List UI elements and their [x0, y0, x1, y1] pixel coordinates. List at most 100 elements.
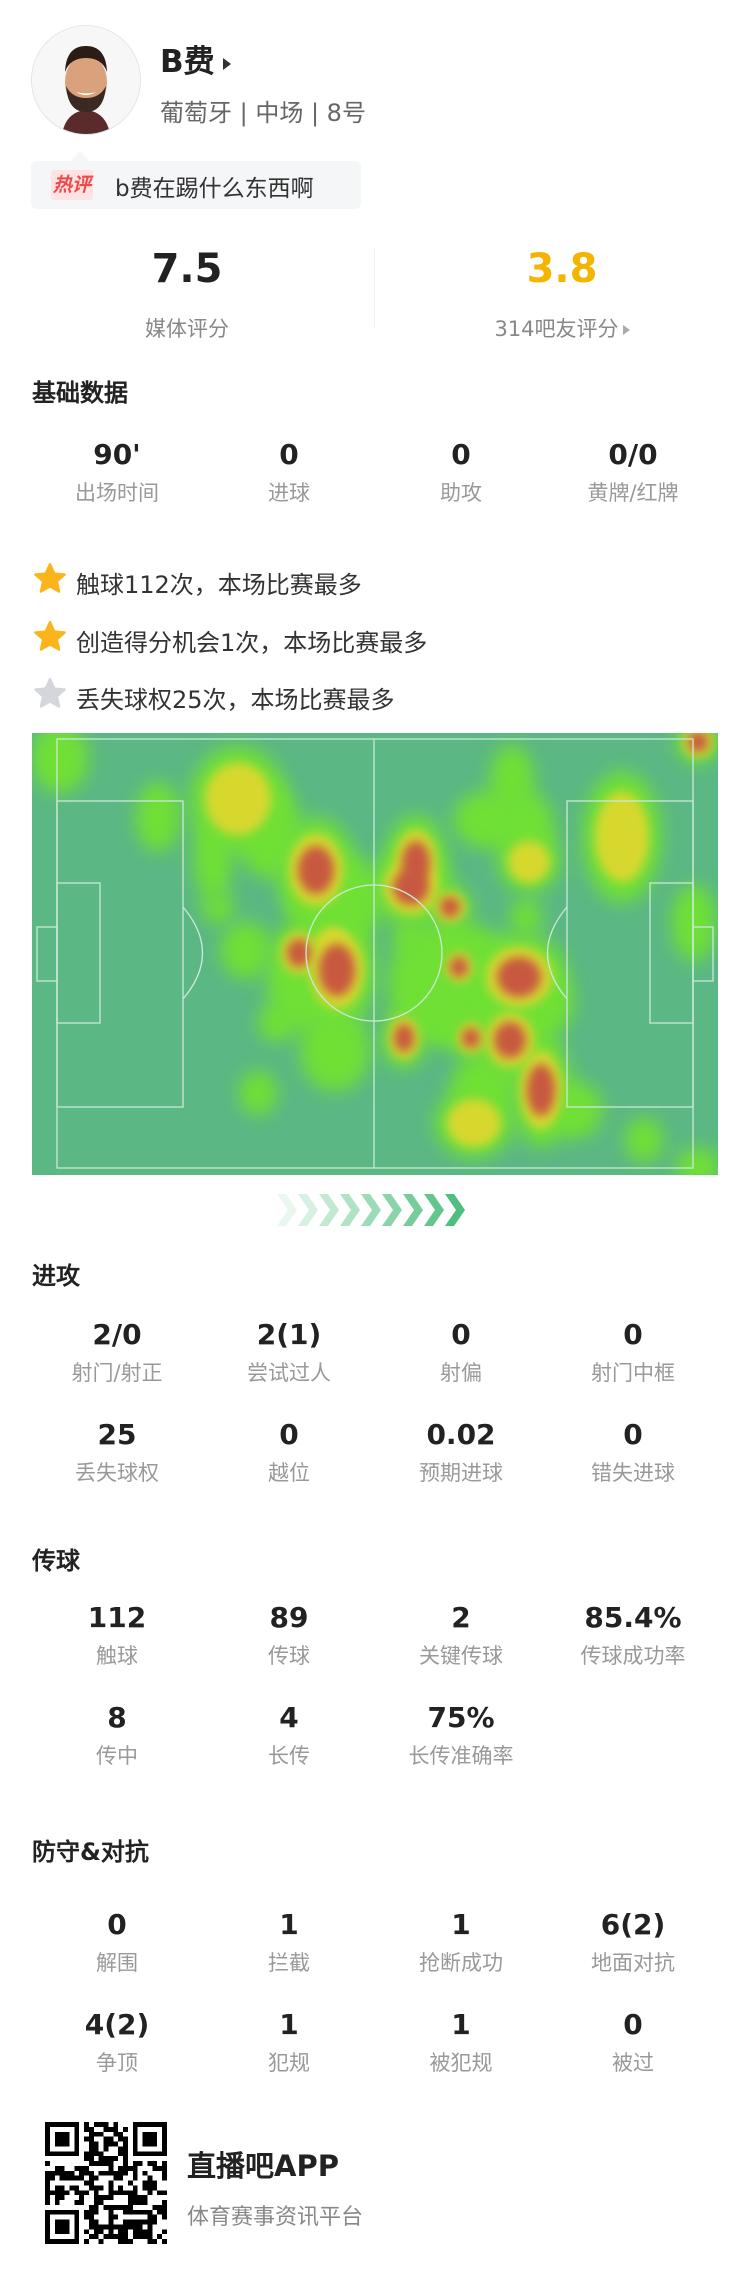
fan-rating-link[interactable]: 314吧友评分	[412, 313, 712, 343]
stat-defense: 1 被犯规	[375, 2008, 547, 2077]
section-title-passing: 传球	[32, 1547, 80, 1575]
hot-comment[interactable]: 热评 b费在踢什么东西啊	[31, 151, 361, 209]
chevron-right-icon	[424, 1194, 444, 1226]
stat-label: 拦截	[268, 1951, 310, 1975]
stat-label: 被犯规	[429, 2051, 493, 2075]
media-rating-label: 媒体评分	[145, 317, 229, 341]
heat-blob	[393, 869, 429, 905]
stat-value: 0	[623, 1418, 643, 1451]
player-avatar[interactable]	[31, 25, 141, 135]
stat-attack: 0 错失进球	[547, 1418, 719, 1487]
stat-value: 8	[107, 1701, 127, 1734]
stat-label: 射门中框	[591, 1361, 675, 1385]
stat-value: 90'	[93, 438, 141, 471]
stat-label: 尝试过人	[247, 1361, 331, 1385]
stat-value: 2	[451, 1601, 471, 1634]
stat-defense: 1 抢断成功	[375, 1908, 547, 1977]
fan-rating-label: 314吧友评分	[494, 317, 619, 341]
heat-blob	[450, 957, 468, 977]
stat-attack: 2(1) 尝试过人	[203, 1318, 375, 1387]
heat-blob	[595, 792, 649, 882]
heat-blob	[135, 781, 181, 853]
stat-passing: 4 长传	[203, 1701, 375, 1770]
stat-value: 6(2)	[600, 1908, 666, 1941]
hot-comment-text: b费在踢什么东西啊	[115, 176, 314, 202]
heat-blob	[298, 846, 334, 894]
stat-value: 0	[623, 1318, 643, 1351]
stat-defense: 0 解围	[31, 1908, 203, 1977]
highlight-text: 丢失球权25次，本场比赛最多	[76, 685, 395, 714]
stat-label: 射偏	[440, 1361, 482, 1385]
chevron-right-icon	[361, 1194, 381, 1226]
stat-value: 89	[269, 1601, 309, 1634]
player-name-link[interactable]: B费	[160, 36, 231, 81]
fan-rating-value: 3.8	[526, 246, 598, 292]
highlight-text: 创造得分机会1次，本场比赛最多	[76, 628, 428, 657]
heat-blob	[299, 1008, 371, 1092]
heat-blob	[202, 892, 234, 924]
heatmap-pitch	[31, 720, 721, 1187]
heat-blob	[238, 1070, 278, 1116]
heat-blob	[394, 1024, 414, 1052]
qr-code	[45, 2122, 167, 2244]
stat-value: 0	[279, 438, 299, 471]
stat-label: 被过	[612, 2051, 654, 2075]
heat-blob	[319, 944, 355, 996]
stat-label: 争顶	[96, 2051, 138, 2075]
player-name: B费	[160, 44, 215, 80]
highlight-item: 创造得分机会1次，本场比赛最多	[32, 619, 427, 661]
stat-value: 85.4%	[584, 1601, 682, 1634]
stat-label: 抢断成功	[419, 1951, 503, 1975]
stat-value: 1	[451, 1908, 471, 1941]
chevron-right-icon	[340, 1194, 360, 1226]
heat-blob	[624, 1117, 664, 1163]
highlight-item: 触球112次，本场比赛最多	[32, 561, 362, 603]
stat-label: 越位	[268, 1461, 310, 1485]
stat-basic: 90' 出场时间	[31, 438, 203, 507]
heat-blob	[287, 939, 311, 967]
stat-value: 0	[451, 1318, 471, 1351]
stat-defense: 4(2) 争顶	[31, 2008, 203, 2077]
stat-label: 传球	[268, 1644, 310, 1668]
star-icon	[32, 561, 76, 603]
stat-attack: 25 丢失球权	[31, 1418, 203, 1487]
stat-value: 1	[279, 1908, 299, 1941]
stat-label: 关键传球	[419, 1644, 503, 1668]
heat-blob	[31, 722, 89, 794]
stat-value: 0.02	[426, 1418, 496, 1451]
stat-value: 1	[451, 2008, 471, 2041]
attack-direction-arrows	[277, 1194, 477, 1226]
stat-basic: 0 助攻	[375, 438, 547, 507]
hot-comment-tag: 热评	[51, 170, 93, 200]
stat-label: 地面对抗	[591, 1951, 675, 1975]
stat-defense: 1 拦截	[203, 1908, 375, 1977]
stat-value: 4(2)	[84, 2008, 150, 2041]
chevron-right-icon	[298, 1194, 318, 1226]
stat-basic: 0 进球	[203, 438, 375, 507]
stat-label: 传球成功率	[580, 1644, 686, 1668]
stat-value: 0	[107, 1908, 127, 1941]
stat-label: 犯规	[268, 2051, 310, 2075]
stat-attack: 0 射偏	[375, 1318, 547, 1387]
stat-label: 射门/射正	[71, 1361, 163, 1385]
stat-attack: 0 越位	[203, 1418, 375, 1487]
rating-divider	[374, 248, 375, 328]
pitch-lines	[36, 738, 714, 1169]
stat-label: 预期进球	[419, 1461, 503, 1485]
heat-blob	[508, 841, 550, 883]
heat-blob	[510, 897, 542, 937]
player-info: 葡萄牙 | 中场 | 8号	[160, 99, 366, 127]
media-rating-value: 7.5	[151, 246, 223, 292]
stat-label: 错失进球	[591, 1461, 675, 1485]
stat-label: 长传准确率	[408, 1744, 514, 1768]
heat-blob	[440, 897, 460, 917]
stat-label: 传中	[96, 1744, 138, 1768]
stat-value: 75%	[427, 1701, 495, 1734]
stat-passing: 89 传球	[203, 1601, 375, 1670]
chevron-right-icon	[319, 1194, 339, 1226]
heat-blob	[671, 884, 717, 962]
stat-value: 1	[279, 2008, 299, 2041]
highlight-text: 触球112次，本场比赛最多	[76, 570, 362, 599]
stat-value: 0/0	[608, 438, 658, 471]
player-photo	[32, 26, 140, 134]
